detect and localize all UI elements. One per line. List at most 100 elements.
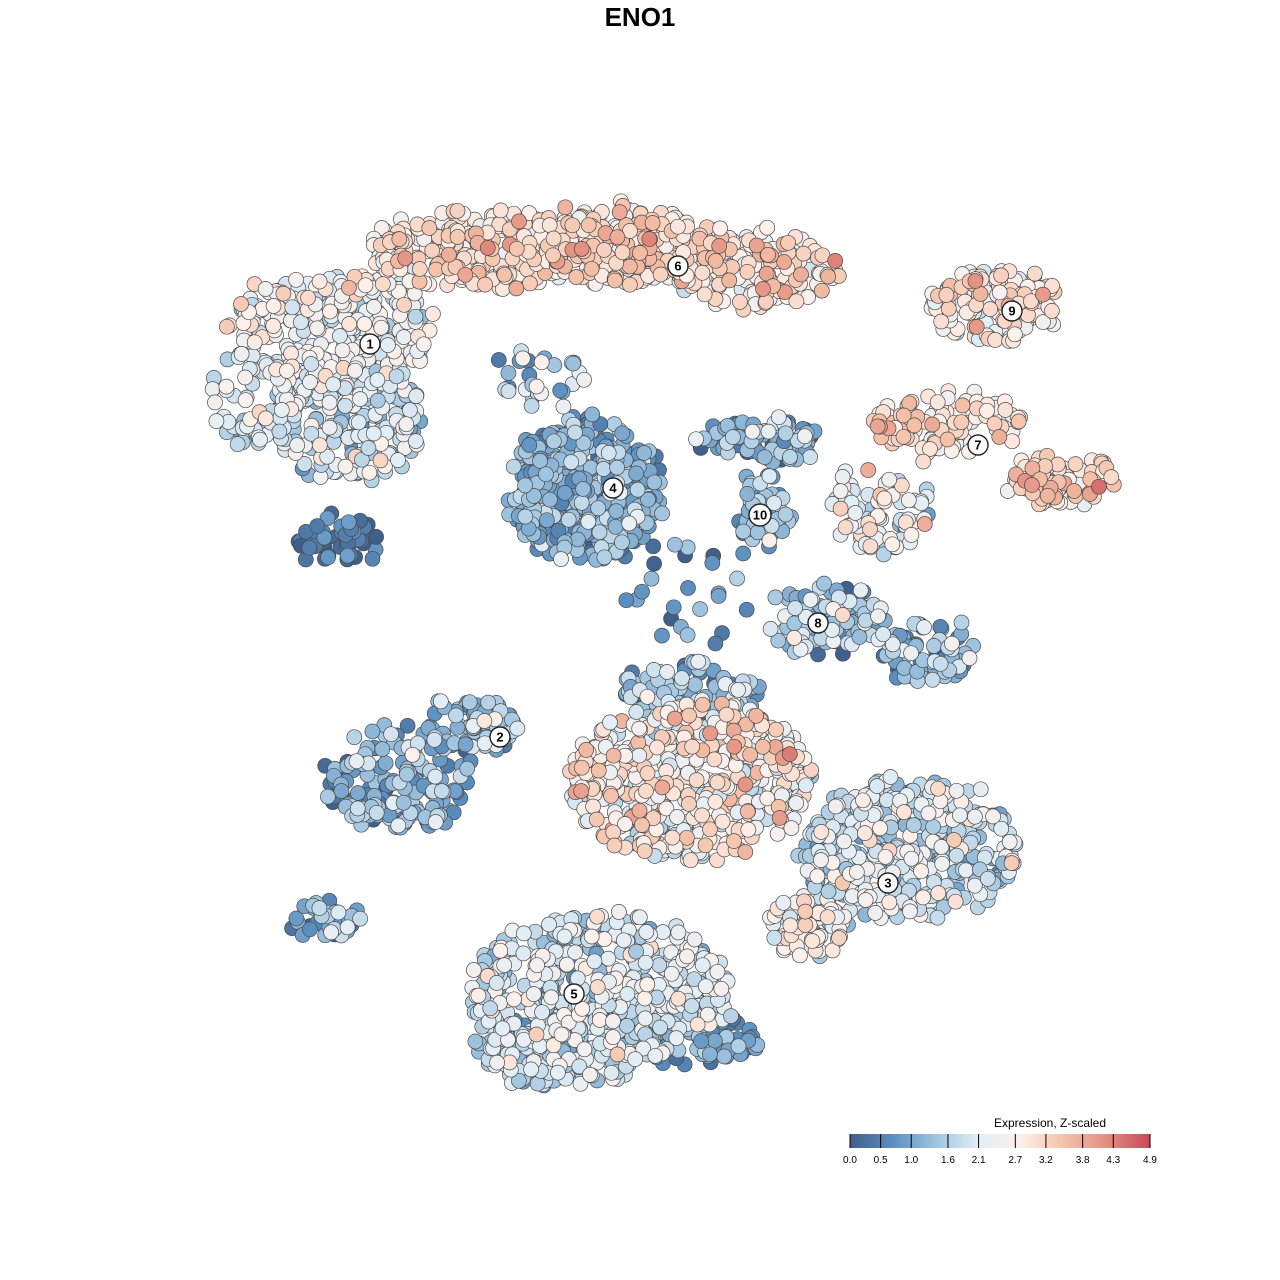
cell-point: [606, 837, 623, 854]
cell-point: [515, 945, 532, 962]
cell-point: [509, 720, 526, 737]
cell-point: [534, 1004, 550, 1021]
cell-point: [813, 282, 830, 299]
cell-point: [557, 199, 574, 216]
cell-point: [395, 329, 412, 345]
cell-point: [669, 809, 685, 825]
cell-point: [664, 829, 681, 846]
cell-point: [399, 766, 415, 783]
cell-point: [758, 293, 774, 310]
cell-point: [288, 910, 305, 927]
cell-point: [320, 549, 336, 566]
cell-point: [449, 229, 466, 245]
cell-point: [637, 954, 654, 971]
cell-point: [582, 1066, 598, 1083]
cell-point: [991, 284, 1008, 301]
legend-tick-label: 3.8: [1076, 1155, 1090, 1166]
cell-point: [357, 277, 374, 294]
cell-point: [309, 518, 326, 534]
cell-point: [374, 741, 391, 757]
cell-point: [793, 266, 809, 283]
cell-point: [352, 391, 368, 407]
cell-point: [364, 550, 381, 567]
cell-point: [777, 425, 794, 442]
cell-point: [433, 783, 450, 799]
cell-point: [737, 844, 754, 860]
cell-point: [796, 428, 813, 445]
cell-point: [932, 618, 949, 635]
cell-point: [867, 905, 884, 921]
cell-point: [704, 555, 721, 571]
legend-tick-label: 1.0: [904, 1155, 918, 1166]
cell-point: [862, 521, 878, 538]
cluster-label-text: 10: [753, 508, 767, 523]
cell-point: [575, 481, 591, 497]
cell-point: [576, 371, 592, 388]
cell-point: [654, 505, 670, 522]
cell-point: [946, 832, 962, 848]
cell-point: [360, 440, 377, 456]
cell-point: [391, 231, 408, 247]
cell-point: [697, 837, 714, 854]
cell-point: [755, 281, 771, 297]
cell-point: [687, 676, 703, 693]
cell-point: [930, 885, 947, 901]
cell-point: [461, 694, 478, 711]
cell-point: [573, 494, 590, 511]
cell-point: [884, 536, 901, 553]
cell-point: [521, 437, 538, 453]
cell-point: [567, 424, 583, 441]
cell-point: [605, 1013, 621, 1030]
cell-point: [827, 252, 844, 269]
legend-tick-label: 0.5: [874, 1155, 888, 1166]
cell-point: [408, 388, 425, 404]
cell-point: [441, 246, 457, 263]
cell-point: [896, 660, 913, 676]
cell-point: [1007, 326, 1023, 343]
cell-point: [368, 804, 385, 821]
cell-point: [590, 762, 607, 779]
cell-point: [693, 1033, 709, 1049]
cell-point: [470, 987, 487, 1004]
cell-point: [1039, 487, 1056, 504]
cell-point: [852, 582, 869, 599]
cluster-label-text: 8: [814, 616, 821, 631]
cell-point: [500, 365, 517, 381]
cell-point: [596, 931, 613, 948]
cell-point: [631, 720, 648, 737]
cell-point: [702, 1046, 718, 1063]
cell-point: [646, 474, 663, 491]
cell-point: [622, 276, 638, 293]
cell-point: [645, 538, 662, 555]
cell-point: [723, 1008, 739, 1024]
legend-tick-label: 4.3: [1106, 1155, 1120, 1166]
cell-point: [316, 529, 333, 546]
cell-point: [649, 739, 665, 756]
cell-point: [591, 524, 608, 541]
cell-point: [608, 503, 625, 519]
cell-point: [967, 808, 983, 825]
legend-tick-label: 3.2: [1039, 1155, 1053, 1166]
cell-point: [265, 298, 282, 314]
cell-point: [961, 650, 978, 666]
cell-point: [643, 570, 660, 587]
cell-point: [218, 378, 235, 395]
cell-point: [903, 645, 919, 662]
cell-point: [915, 889, 931, 906]
legend-tick-label: 2.7: [1008, 1155, 1022, 1166]
cell-point: [682, 852, 699, 869]
cell-point: [588, 811, 605, 828]
cluster-label-text: 5: [570, 987, 577, 1002]
cell-point: [341, 316, 358, 332]
cell-point: [584, 406, 601, 423]
cell-point: [782, 449, 798, 465]
cell-point: [337, 397, 354, 414]
cell-point: [855, 792, 871, 809]
cell-point: [457, 736, 474, 753]
cell-point: [402, 402, 418, 419]
cell-point: [396, 296, 412, 313]
cell-point: [709, 963, 726, 980]
cell-point: [303, 356, 320, 372]
cell-point: [352, 910, 368, 927]
cell-point: [415, 336, 432, 353]
